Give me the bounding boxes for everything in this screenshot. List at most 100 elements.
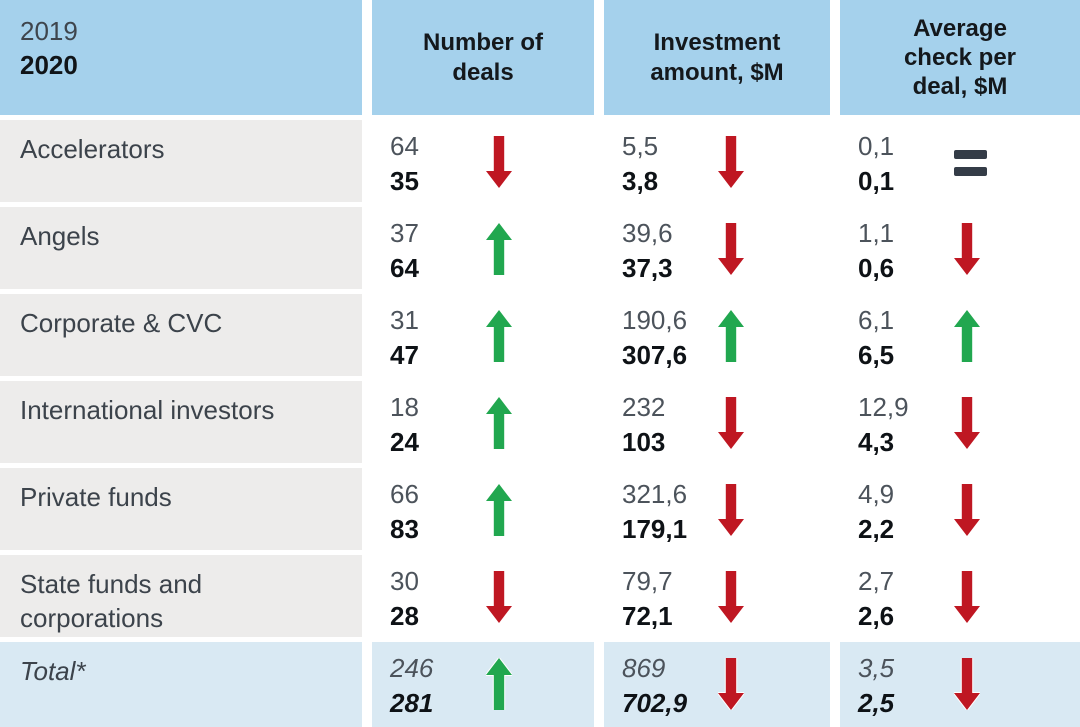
year-values: 18 24 [390,390,486,459]
trend-up-arrow-icon [486,484,512,536]
year-values: 3,5 2,5 [858,651,954,720]
year-values: 5,5 3,8 [622,129,718,198]
value-2020: 179,1 [622,513,688,544]
value-2020: 307,6 [622,339,688,370]
value-2019: 246 [390,653,434,683]
average-check-cell: 4,9 2,2 [840,468,1080,550]
investment-amount-cell: 232 103 [604,381,830,463]
number-of-deals-cell: 246 281 [372,642,594,727]
value-2020: 35 [390,165,419,196]
trend-down-arrow-icon [486,136,512,188]
value-2019: 321,6 [622,479,688,509]
trend-up-arrow-icon [486,397,512,449]
value-2019: 2,7 [858,566,895,596]
average-check-cell: 0,1 0,1 [840,120,1080,202]
column-header-number-of-deals-text: Number of deals [423,29,543,86]
investment-amount-cell: 5,5 3,8 [604,120,830,202]
trend-down-arrow-icon [954,223,980,275]
trend-up-arrow-icon [954,310,980,362]
year-values: 39,6 37,3 [622,216,718,285]
value-2020: 37,3 [622,252,673,283]
column-header-average-check: Average check per deal, $M [840,0,1080,115]
year-values: 0,1 0,1 [858,129,954,198]
number-of-deals-cell: 64 35 [372,120,594,202]
value-2019: 6,1 [858,305,895,335]
column-header-number-of-deals: Number of deals [372,0,594,115]
trend-down-arrow-icon [718,658,744,710]
value-2020: 2,2 [858,513,895,544]
year-values: 4,9 2,2 [858,477,954,546]
year-values: 31 47 [390,303,486,372]
value-2019: 31 [390,305,419,335]
value-2020: 72,1 [622,600,673,631]
value-2019: 5,5 [622,131,659,161]
value-2020: 702,9 [622,687,688,718]
value-2020: 2,6 [858,600,895,631]
value-2020: 2,5 [858,687,895,718]
average-check-cell: 2,7 2,6 [840,555,1080,637]
value-2019: 3,5 [858,653,895,683]
trend-down-arrow-icon [718,571,744,623]
year-values: 321,6 179,1 [622,477,718,546]
value-2020: 28 [390,600,419,631]
value-2020: 0,6 [858,252,895,283]
column-header-investment-amount-text: Investment amount, $M [650,29,784,86]
investment-amount-cell: 79,7 72,1 [604,555,830,637]
row-label: International investors [0,381,362,463]
number-of-deals-cell: 18 24 [372,381,594,463]
year-values: 37 64 [390,216,486,285]
trend-up-arrow-icon [486,223,512,275]
investment-amount-cell: 321,6 179,1 [604,468,830,550]
row-label: Corporate & CVC [0,294,362,376]
value-2020: 0,1 [858,165,895,196]
trend-down-arrow-icon [954,484,980,536]
number-of-deals-cell: 31 47 [372,294,594,376]
trend-down-arrow-icon [954,658,980,710]
year-values: 232 103 [622,390,718,459]
trend-down-arrow-icon [718,397,744,449]
trend-down-arrow-icon [954,571,980,623]
trend-down-arrow-icon [718,484,744,536]
value-2020: 83 [390,513,419,544]
investment-amount-cell: 190,6 307,6 [604,294,830,376]
value-2020: 3,8 [622,165,659,196]
value-2019: 64 [390,131,419,161]
value-2019: 4,9 [858,479,895,509]
total-row-label: Total* [0,642,362,727]
value-2020: 24 [390,426,419,457]
value-2019: 30 [390,566,419,596]
value-2019: 232 [622,392,666,422]
value-2019: 18 [390,392,419,422]
value-2019: 79,7 [622,566,673,596]
value-2019: 190,6 [622,305,688,335]
year-values: 64 35 [390,129,486,198]
investment-amount-cell: 39,6 37,3 [604,207,830,289]
trend-down-arrow-icon [718,136,744,188]
column-header-investment-amount: Investment amount, $M [604,0,830,115]
value-2019: 37 [390,218,419,248]
year-values: 30 28 [390,564,486,633]
year-values: 869 702,9 [622,651,718,720]
trend-down-arrow-icon [718,223,744,275]
trend-up-arrow-icon [486,658,512,710]
year-legend-header: 2019 2020 [0,0,362,115]
trend-up-arrow-icon [486,310,512,362]
row-label: Angels [0,207,362,289]
row-label: Accelerators [0,120,362,202]
value-2020: 6,5 [858,339,895,370]
value-2020: 281 [390,687,434,718]
value-2019: 1,1 [858,218,895,248]
year-values: 6,1 6,5 [858,303,954,372]
year-values: 1,1 0,6 [858,216,954,285]
column-header-average-check-text: Average check per deal, $M [903,14,1017,101]
average-check-cell: 3,5 2,5 [840,642,1080,727]
year-values: 66 83 [390,477,486,546]
number-of-deals-cell: 66 83 [372,468,594,550]
value-2019: 12,9 [858,392,909,422]
value-2019: 0,1 [858,131,895,161]
trend-up-arrow-icon [718,310,744,362]
year-values: 2,7 2,6 [858,564,954,633]
value-2020: 4,3 [858,426,895,457]
investment-amount-cell: 869 702,9 [604,642,830,727]
